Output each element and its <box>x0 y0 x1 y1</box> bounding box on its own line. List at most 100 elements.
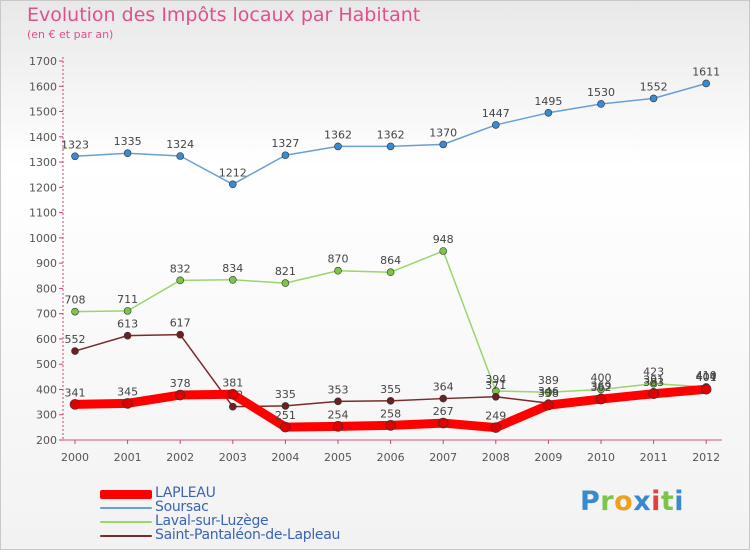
data-point-saint-pantaleon-de-lapleau <box>176 330 184 339</box>
y-tick-label: 800 <box>36 282 57 295</box>
x-tick-label: 2012 <box>692 451 720 464</box>
data-point-soursac <box>544 108 553 117</box>
data-point-saint-pantaleon-de-lapleau <box>386 397 395 405</box>
x-tick-label: 2010 <box>587 451 615 464</box>
data-point-laval-sur-luzege <box>544 388 553 397</box>
data-point-soursac <box>123 149 132 158</box>
legend-label-saint-pantaleon: Saint-Pantaléon-de-Lapleau <box>155 527 341 543</box>
data-point-lapleau <box>174 389 186 401</box>
data-point-laval-sur-luzege <box>334 266 342 275</box>
x-tick-label: 2004 <box>271 451 299 464</box>
data-label-saint-pantaleon-de-lapleau: 617 <box>170 317 191 330</box>
legend-label-lapleau: LAPLEAU <box>155 485 216 501</box>
chart-title: Evolution des Impôts locaux par Habitant <box>27 4 421 26</box>
y-tick-label: 700 <box>36 308 57 321</box>
data-point-lapleau <box>122 398 133 409</box>
y-tick-label: 1000 <box>29 232 57 245</box>
x-tick-label: 2002 <box>166 451 194 464</box>
x-tick-label: 2008 <box>482 451 510 464</box>
data-label-laval-sur-luzege: 870 <box>328 253 349 266</box>
data-label-lapleau: 383 <box>643 376 664 389</box>
data-label-soursac: 1212 <box>219 166 247 179</box>
data-label-soursac: 1552 <box>640 80 668 93</box>
y-tick-label: 1200 <box>29 181 57 194</box>
legend-item-lapleau: LAPLEAU <box>100 485 400 502</box>
proxiti-logo: Proxiti <box>580 486 685 517</box>
data-label-laval-sur-luzege: 410 <box>696 369 717 382</box>
data-point-lapleau <box>700 383 712 395</box>
y-tick-label: 400 <box>36 383 57 396</box>
data-point-laval-sur-luzege <box>386 268 395 277</box>
data-label-soursac: 1370 <box>429 126 457 139</box>
data-label-laval-sur-luzege: 389 <box>538 374 559 387</box>
data-point-laval-sur-luzege <box>597 385 605 394</box>
data-label-lapleau: 345 <box>117 385 138 398</box>
data-point-laval-sur-luzege <box>281 279 290 287</box>
data-label-lapleau: 401 <box>696 371 717 384</box>
data-label-lapleau: 254 <box>328 408 349 421</box>
data-label-laval-sur-luzege: 864 <box>380 254 401 267</box>
data-point-lapleau <box>543 399 554 411</box>
data-point-saint-pantaleon-de-lapleau <box>229 402 237 411</box>
x-tick-label: 2005 <box>324 451 352 464</box>
y-tick-label: 200 <box>36 434 57 447</box>
legend-label-laval: Laval-sur-Luzège <box>155 513 269 529</box>
data-point-lapleau <box>595 393 607 405</box>
data-label-laval-sur-luzege: 708 <box>65 294 86 307</box>
data-point-soursac <box>281 151 290 160</box>
y-tick-label: 1500 <box>29 106 57 119</box>
data-label-soursac: 1530 <box>587 86 615 99</box>
data-label-soursac: 1611 <box>692 65 720 78</box>
data-point-laval-sur-luzege <box>123 307 132 315</box>
data-label-saint-pantaleon-de-lapleau: 369 <box>591 379 612 392</box>
legend-item-soursac: Soursac <box>100 499 400 516</box>
data-label-lapleau: 362 <box>591 381 612 394</box>
data-point-lapleau <box>437 417 449 429</box>
legend-item-saint-pantaleon: Saint-Pantaléon-de-Lapleau <box>100 527 400 544</box>
data-point-saint-pantaleon-de-lapleau <box>281 402 290 410</box>
data-label-saint-pantaleon-de-lapleau: 613 <box>117 318 138 331</box>
y-tick-label: 300 <box>36 409 57 422</box>
data-point-laval-sur-luzege <box>176 276 184 285</box>
data-label-saint-pantaleon-de-lapleau: 353 <box>328 383 349 396</box>
data-label-saint-pantaleon-de-lapleau: 355 <box>380 383 401 396</box>
data-point-soursac <box>176 152 184 160</box>
x-tick-label: 2007 <box>429 451 457 464</box>
data-point-saint-pantaleon-de-lapleau <box>491 392 500 401</box>
data-label-laval-sur-luzege: 711 <box>117 293 138 306</box>
data-label-saint-pantaleon-de-lapleau: 552 <box>65 333 86 346</box>
data-point-laval-sur-luzege <box>649 379 658 388</box>
data-point-soursac <box>386 142 395 151</box>
data-label-soursac: 1362 <box>324 128 352 141</box>
data-label-lapleau: 258 <box>380 407 401 420</box>
data-label-saint-pantaleon-de-lapleau: 371 <box>485 379 506 392</box>
data-label-saint-pantaleon-de-lapleau: 346 <box>538 385 559 398</box>
legend-swatch-soursac <box>100 507 152 509</box>
data-label-soursac: 1447 <box>482 107 510 120</box>
data-label-laval-sur-luzege: 400 <box>591 371 612 384</box>
data-point-lapleau <box>332 421 344 432</box>
data-point-soursac <box>702 79 711 88</box>
data-label-laval-sur-luzege: 832 <box>170 262 191 275</box>
data-point-laval-sur-luzege <box>71 307 79 316</box>
legend-item-laval: Laval-sur-Luzège <box>100 513 400 530</box>
data-point-laval-sur-luzege <box>439 247 448 255</box>
y-tick-label: 1300 <box>29 156 57 169</box>
x-tick-label: 2006 <box>377 451 405 464</box>
data-point-soursac <box>491 121 500 129</box>
data-point-soursac <box>334 142 342 151</box>
y-tick-label: 1100 <box>29 207 57 220</box>
data-point-lapleau <box>69 399 81 410</box>
data-label-laval-sur-luzege: 948 <box>433 233 454 246</box>
data-label-lapleau: 341 <box>65 386 86 399</box>
data-label-saint-pantaleon-de-lapleau: 404 <box>696 370 717 383</box>
data-label-soursac: 1324 <box>166 138 194 151</box>
data-point-saint-pantaleon-de-lapleau <box>334 397 342 406</box>
x-tick-label: 2011 <box>640 451 668 464</box>
data-label-laval-sur-luzege: 821 <box>275 265 296 278</box>
data-point-soursac <box>229 180 237 189</box>
x-tick-label: 2000 <box>61 451 89 464</box>
y-tick-label: 1700 <box>29 55 57 68</box>
